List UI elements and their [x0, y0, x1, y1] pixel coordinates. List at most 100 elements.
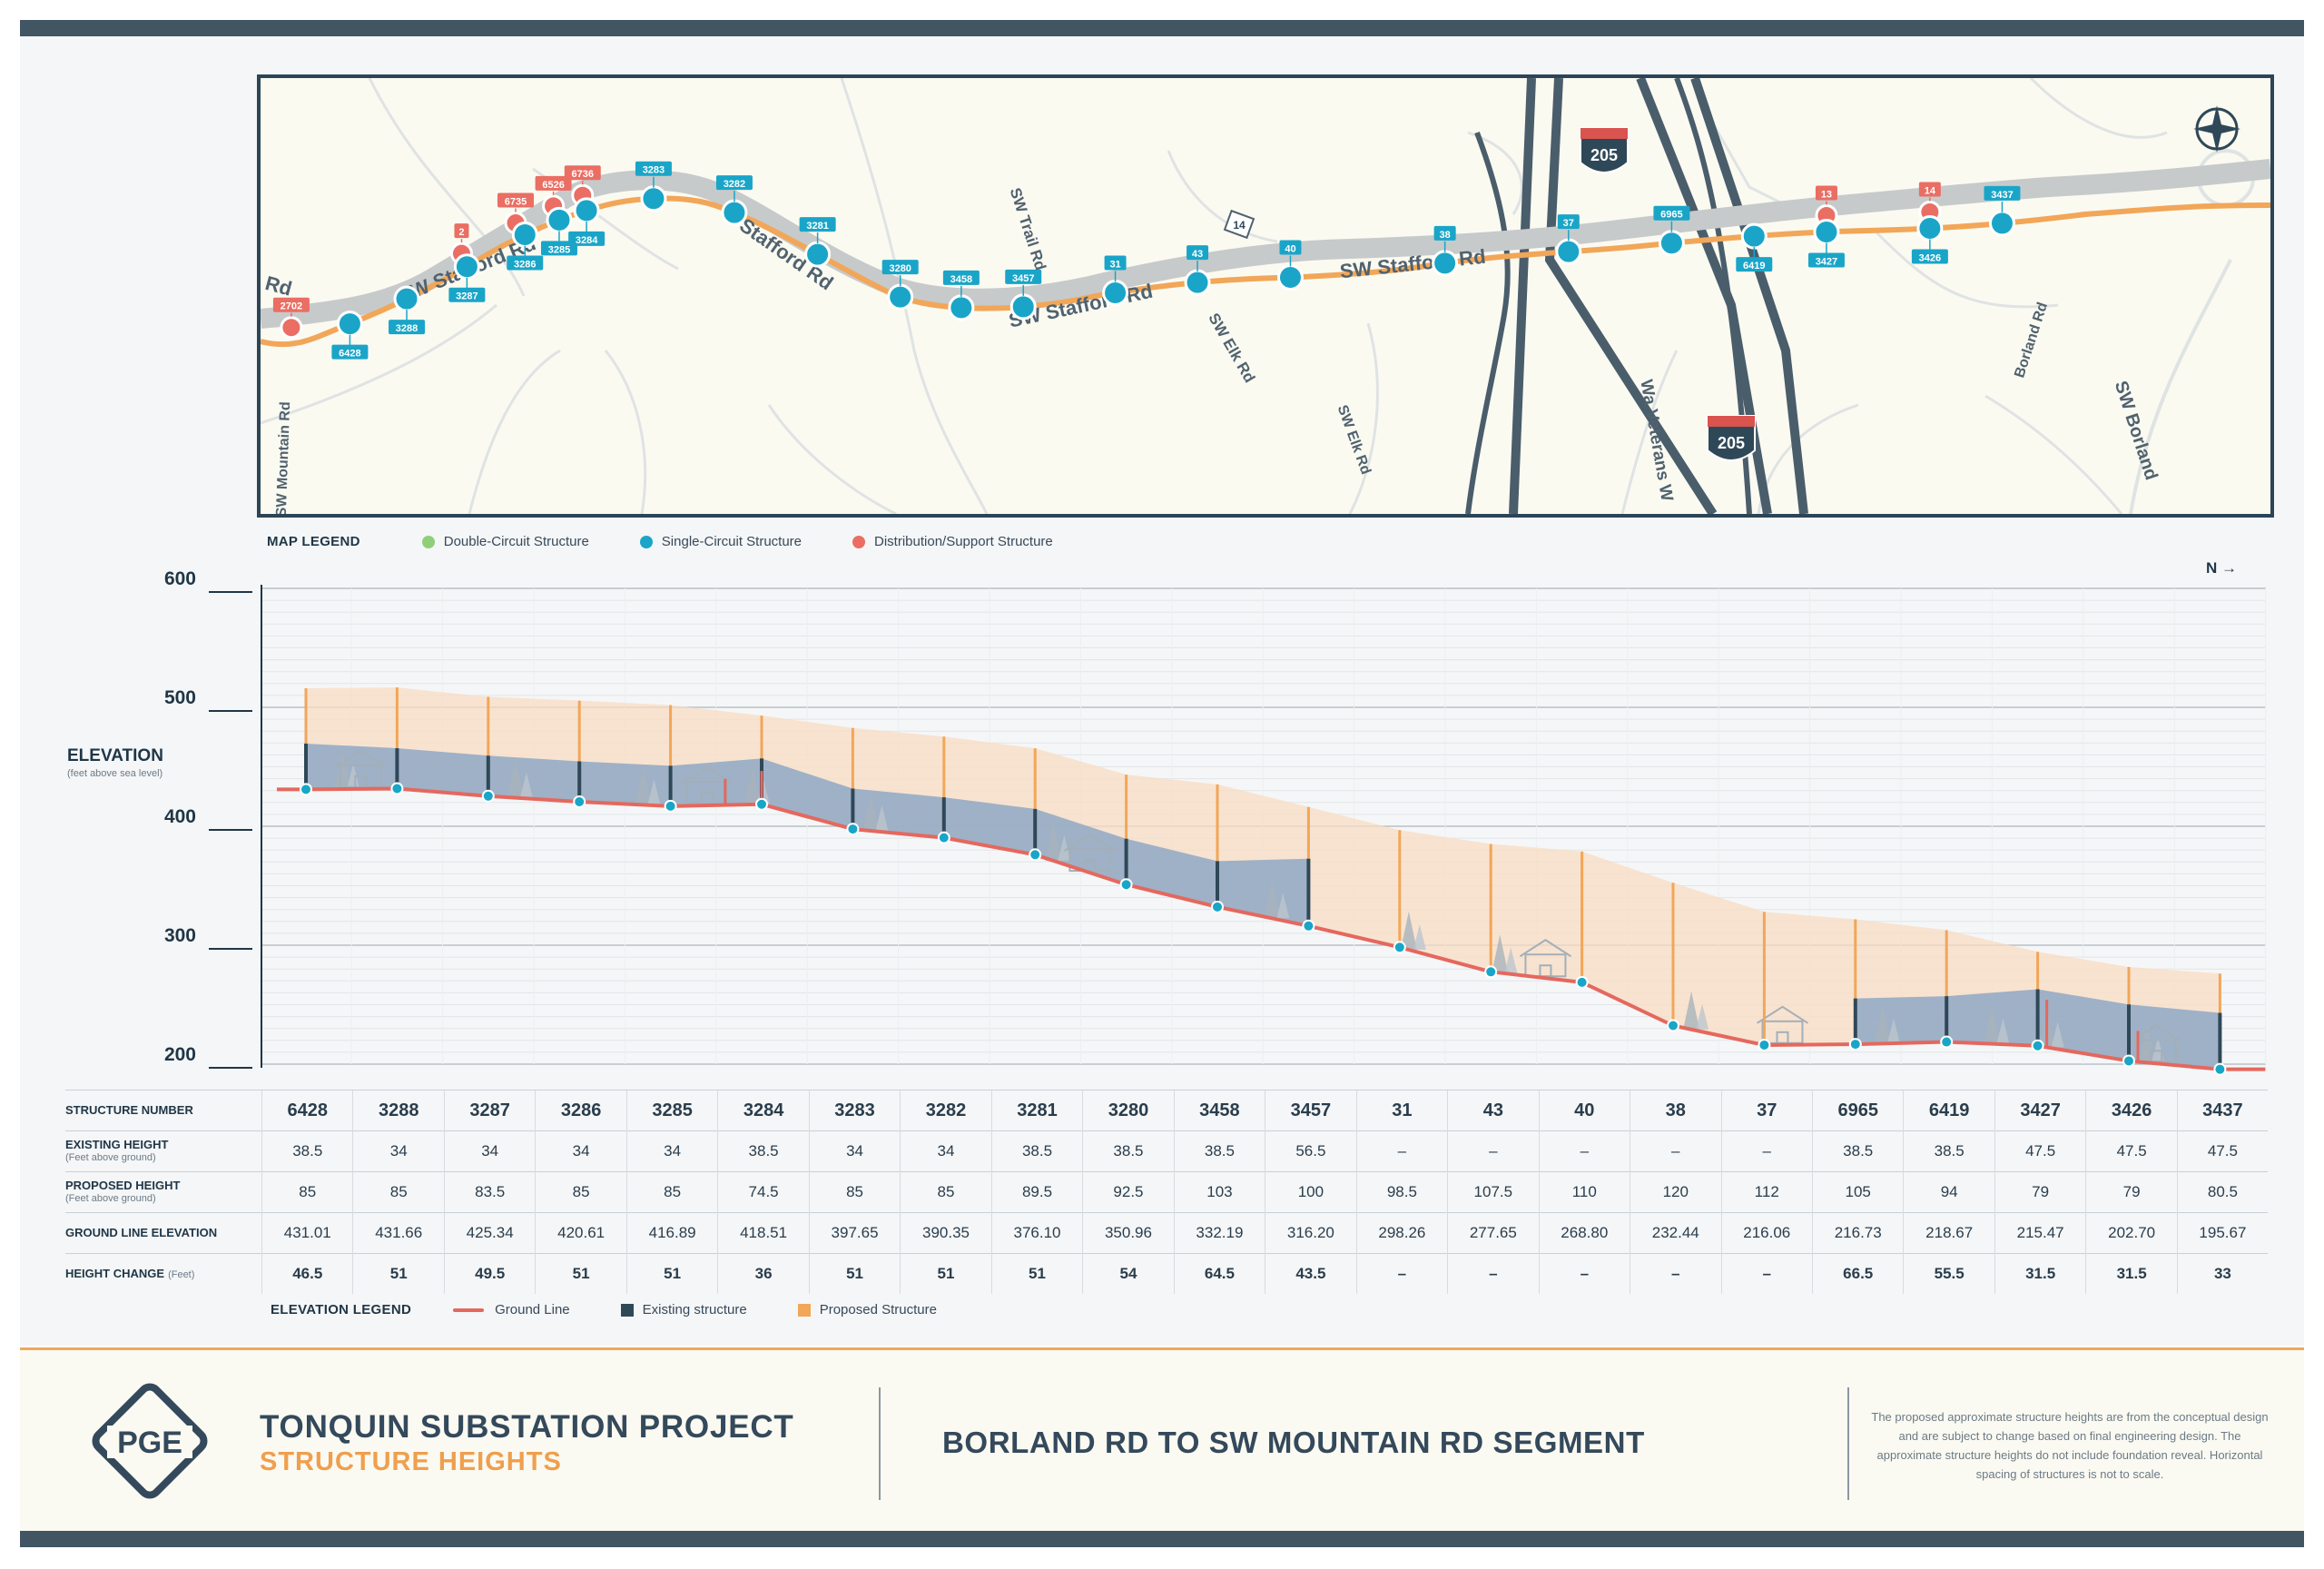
table-cell: 3427: [1994, 1090, 2086, 1131]
compass-icon: [2193, 105, 2240, 153]
map-structure-3282: 3282: [715, 175, 753, 226]
table-cell: 54: [1082, 1253, 1175, 1294]
highway-205-shield-icon: 205: [1580, 127, 1629, 173]
table-row: HEIGHT CHANGE (Feet) 46.5 51 49.5 51 51 36 51 51 5…: [65, 1253, 2268, 1294]
map-structure-label: 3458: [950, 274, 972, 285]
ground-point-3286: [573, 795, 586, 809]
table-cell: 55.5: [1903, 1253, 1995, 1294]
table-cell: 215.47: [1994, 1212, 2086, 1254]
table-cell: 3285: [625, 1090, 718, 1131]
tree-icon: [1058, 834, 1071, 861]
table-cell: 3281: [990, 1090, 1083, 1131]
map-structure-label: 31: [1109, 259, 1120, 270]
map-structure-3437: 3437: [1984, 185, 2021, 237]
footer-divider: [1847, 1387, 1849, 1500]
row-header-label: GROUND LINE ELEVATION: [65, 1226, 218, 1239]
legend-ground-line-label: Ground Line: [495, 1302, 570, 1317]
highway-205-shield-icon: 205: [1707, 415, 1756, 461]
table-cell: 31.5: [1994, 1253, 2086, 1294]
table-cell: 38: [1630, 1090, 1721, 1131]
map-structure-label: 3426: [1919, 253, 1941, 264]
table-row: STRUCTURE NUMBER 6428 3288 3287 3286 3285 3284…: [65, 1090, 2268, 1131]
ground-point-3280: [1119, 878, 1133, 892]
y-tick-label: 400: [164, 806, 196, 827]
map-legend-title: MAP LEGEND: [267, 534, 360, 549]
table-cell: 216.73: [1811, 1212, 1904, 1254]
map-road-label: SW Borland: [2111, 379, 2162, 483]
segment-title: BORLAND RD TO SW MOUNTAIN RD SEGMENT: [942, 1426, 1645, 1459]
map-structure-13: 13: [1815, 185, 1838, 227]
ground-line-swatch-icon: [453, 1308, 485, 1312]
elevation-legend-title: ELEVATION LEGEND: [271, 1302, 412, 1317]
table-cell: 3283: [808, 1090, 901, 1131]
table-cell: 85: [808, 1171, 901, 1213]
map-legend: MAP LEGEND Double-Circuit Structure Sing…: [267, 534, 1088, 549]
table-cell: 31: [1355, 1090, 1448, 1131]
table-cell: 51: [990, 1253, 1083, 1294]
table-cell: 66.5: [1811, 1253, 1904, 1294]
legend-double-circuit-label: Double-Circuit Structure: [443, 534, 589, 549]
tree-icon: [862, 792, 880, 831]
tree-icon: [1683, 991, 1700, 1030]
map-structure-label: 3281: [806, 221, 828, 232]
ground-point-3287: [481, 789, 495, 803]
table-cell: 298.26: [1355, 1212, 1448, 1254]
table-cell: 33: [2176, 1253, 2268, 1294]
table-cell: 418.51: [717, 1212, 810, 1254]
map-structure-3458: 3458: [942, 270, 980, 321]
table-cell: 3437: [2176, 1090, 2268, 1131]
table-cell: 34: [625, 1130, 718, 1172]
ground-point-3285: [664, 799, 677, 813]
table-row: PROPOSED HEIGHT (Feet above ground) 85 85 83…: [65, 1171, 2268, 1213]
map-structure-3427: 3427: [1807, 218, 1845, 268]
ground-point-6428: [300, 783, 312, 796]
table-cell: 3284: [717, 1090, 810, 1131]
structure-table: STRUCTURE NUMBER 6428 3288 3287 3286 3285 3284…: [65, 1090, 2268, 1294]
tree-icon: [2051, 1021, 2064, 1048]
table-cell: 56.5: [1265, 1130, 1357, 1172]
table-cell: 3287: [443, 1090, 536, 1131]
table-cell: 51: [900, 1253, 992, 1294]
table-cell: 420.61: [535, 1212, 627, 1254]
map-structure-3281: 3281: [799, 217, 836, 268]
tree-icon: [347, 764, 360, 790]
table-cell: 268.80: [1538, 1212, 1630, 1254]
map-structure-label: 3285: [548, 244, 570, 255]
tree-icon: [334, 751, 351, 790]
bottom-bar: [20, 1531, 2304, 1547]
map-structure-6419: 6419: [1736, 222, 1773, 272]
tree-icon: [1874, 1005, 1891, 1044]
y-tick-label: 300: [164, 925, 196, 946]
table-cell: 3457: [1265, 1090, 1357, 1131]
ground-point-38: [1667, 1019, 1679, 1032]
map-structure-label: 3282: [724, 179, 745, 190]
table-cell: 103: [1173, 1171, 1265, 1213]
table-cell: 34: [808, 1130, 901, 1172]
table-cell: 105: [1811, 1171, 1904, 1213]
map-structure-label: 2702: [281, 301, 302, 312]
map-structure-label: 3286: [514, 260, 536, 271]
table-cell: 80.5: [2176, 1171, 2268, 1213]
table-cell: 350.96: [1082, 1212, 1175, 1254]
map-structure-label: 2: [458, 227, 464, 238]
table-cell: 3288: [352, 1090, 445, 1131]
table-cell: 47.5: [1994, 1130, 2086, 1172]
map-structure-label: 3280: [889, 263, 911, 274]
north-arrow: N →: [2206, 559, 2237, 577]
map-structure-37: 37: [1555, 214, 1582, 265]
table-cell: 6419: [1903, 1090, 1995, 1131]
tree-icon: [507, 759, 524, 798]
table-cell: 46.5: [261, 1253, 353, 1294]
row-header-sublabel: (Feet above ground): [65, 1152, 156, 1163]
row-header: HEIGHT CHANGE (Feet): [65, 1253, 262, 1294]
table-cell: –: [1447, 1130, 1540, 1172]
tree-icon: [743, 765, 761, 804]
map-structure-6735: 6735: [497, 192, 535, 235]
tree-icon: [1276, 893, 1290, 919]
legend-existing-structure: Existing structure: [620, 1302, 747, 1317]
row-header-sublabel: (Feet above ground): [65, 1193, 156, 1204]
